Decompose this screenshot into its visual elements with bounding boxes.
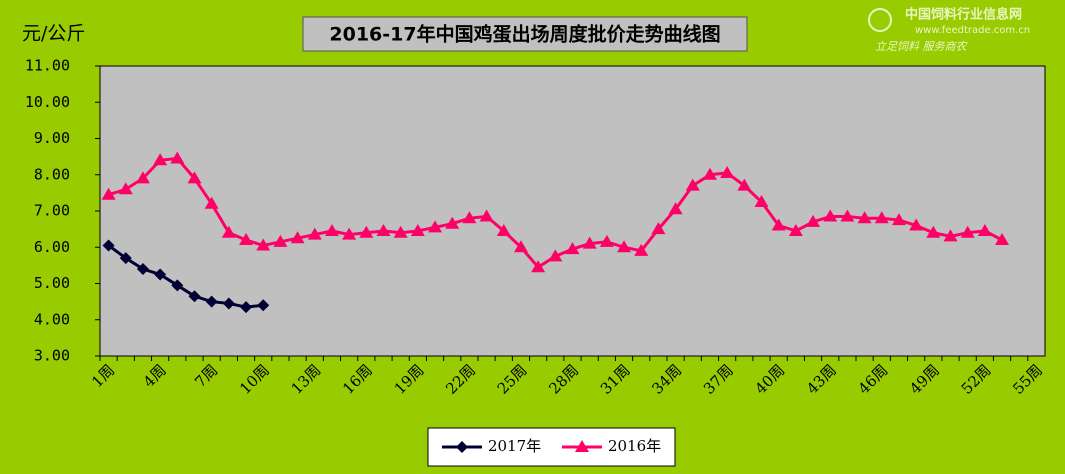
marker — [788, 223, 803, 236]
marker — [240, 301, 253, 314]
marker — [926, 225, 941, 238]
marker — [171, 279, 184, 292]
y-tick-label: 4.00 — [34, 310, 70, 328]
marker — [204, 196, 219, 209]
chart-title: 2016-17年中国鸡蛋出场周度批价走势曲线图 — [329, 23, 720, 46]
marker — [324, 223, 339, 236]
marker — [995, 233, 1010, 245]
marker — [393, 225, 408, 238]
marker — [135, 171, 150, 184]
marker — [806, 214, 821, 227]
marker — [617, 240, 632, 253]
marker — [943, 229, 958, 242]
marker — [754, 194, 769, 207]
plot-area — [99, 65, 1046, 357]
marker — [445, 216, 460, 229]
marker — [205, 295, 218, 308]
legend-label: 2017年 — [488, 437, 541, 455]
marker — [651, 222, 666, 235]
marker — [634, 243, 649, 256]
watermark: 中国饲料行业信息网 — [905, 7, 1022, 23]
legend-label: 2016年 — [608, 437, 661, 455]
marker — [840, 209, 855, 222]
marker — [599, 234, 614, 247]
marker — [685, 178, 700, 191]
marker — [857, 211, 872, 224]
marker — [737, 178, 752, 191]
marker — [909, 218, 924, 231]
marker — [273, 234, 288, 247]
marker — [222, 297, 235, 310]
marker — [118, 182, 133, 195]
y-axis-label: 元/公斤 — [22, 23, 85, 45]
marker — [188, 290, 201, 303]
marker — [823, 209, 838, 222]
marker — [307, 227, 322, 240]
marker — [119, 252, 132, 265]
watermark: www.feedtrade.com.cn — [915, 25, 1030, 36]
marker — [582, 236, 597, 249]
marker — [376, 223, 391, 236]
marker — [513, 240, 528, 253]
marker — [187, 171, 202, 184]
marker — [239, 233, 254, 245]
marker — [221, 225, 236, 238]
marker — [977, 223, 992, 236]
marker — [428, 220, 443, 233]
y-tick-label: 6.00 — [34, 238, 70, 256]
y-tick-label: 10.00 — [25, 93, 70, 111]
marker — [496, 223, 511, 236]
legend-marker — [575, 440, 589, 452]
watermark: 立足饲料 服务商农 — [875, 40, 967, 53]
marker — [531, 260, 546, 273]
marker — [153, 153, 168, 166]
marker — [102, 239, 115, 252]
marker — [154, 268, 167, 281]
marker — [290, 231, 305, 244]
marker — [874, 211, 889, 224]
marker — [668, 202, 683, 215]
marker — [702, 167, 717, 180]
legend-marker — [456, 441, 468, 453]
marker — [565, 242, 580, 255]
line — [107, 244, 264, 309]
marker — [548, 249, 563, 262]
marker — [410, 223, 425, 236]
marker — [462, 211, 477, 224]
marker — [720, 165, 735, 178]
y-tick-label: 7.00 — [34, 202, 70, 220]
marker — [257, 299, 270, 312]
marker — [359, 225, 374, 238]
marker — [479, 209, 494, 222]
marker — [170, 151, 185, 164]
marker — [891, 213, 906, 226]
marker — [771, 218, 786, 231]
y-tick-label: 3.00 — [34, 347, 70, 365]
y-tick-label: 9.00 — [34, 129, 70, 147]
marker — [342, 227, 357, 240]
marker — [960, 225, 975, 238]
logo — [868, 8, 892, 32]
y-tick-label: 5.00 — [34, 274, 70, 292]
marker — [136, 263, 149, 275]
title-box — [302, 16, 748, 52]
y-tick-label: 8.00 — [34, 165, 70, 183]
marker — [256, 238, 271, 251]
y-tick-label: 11.00 — [25, 57, 70, 75]
marker — [101, 187, 116, 200]
